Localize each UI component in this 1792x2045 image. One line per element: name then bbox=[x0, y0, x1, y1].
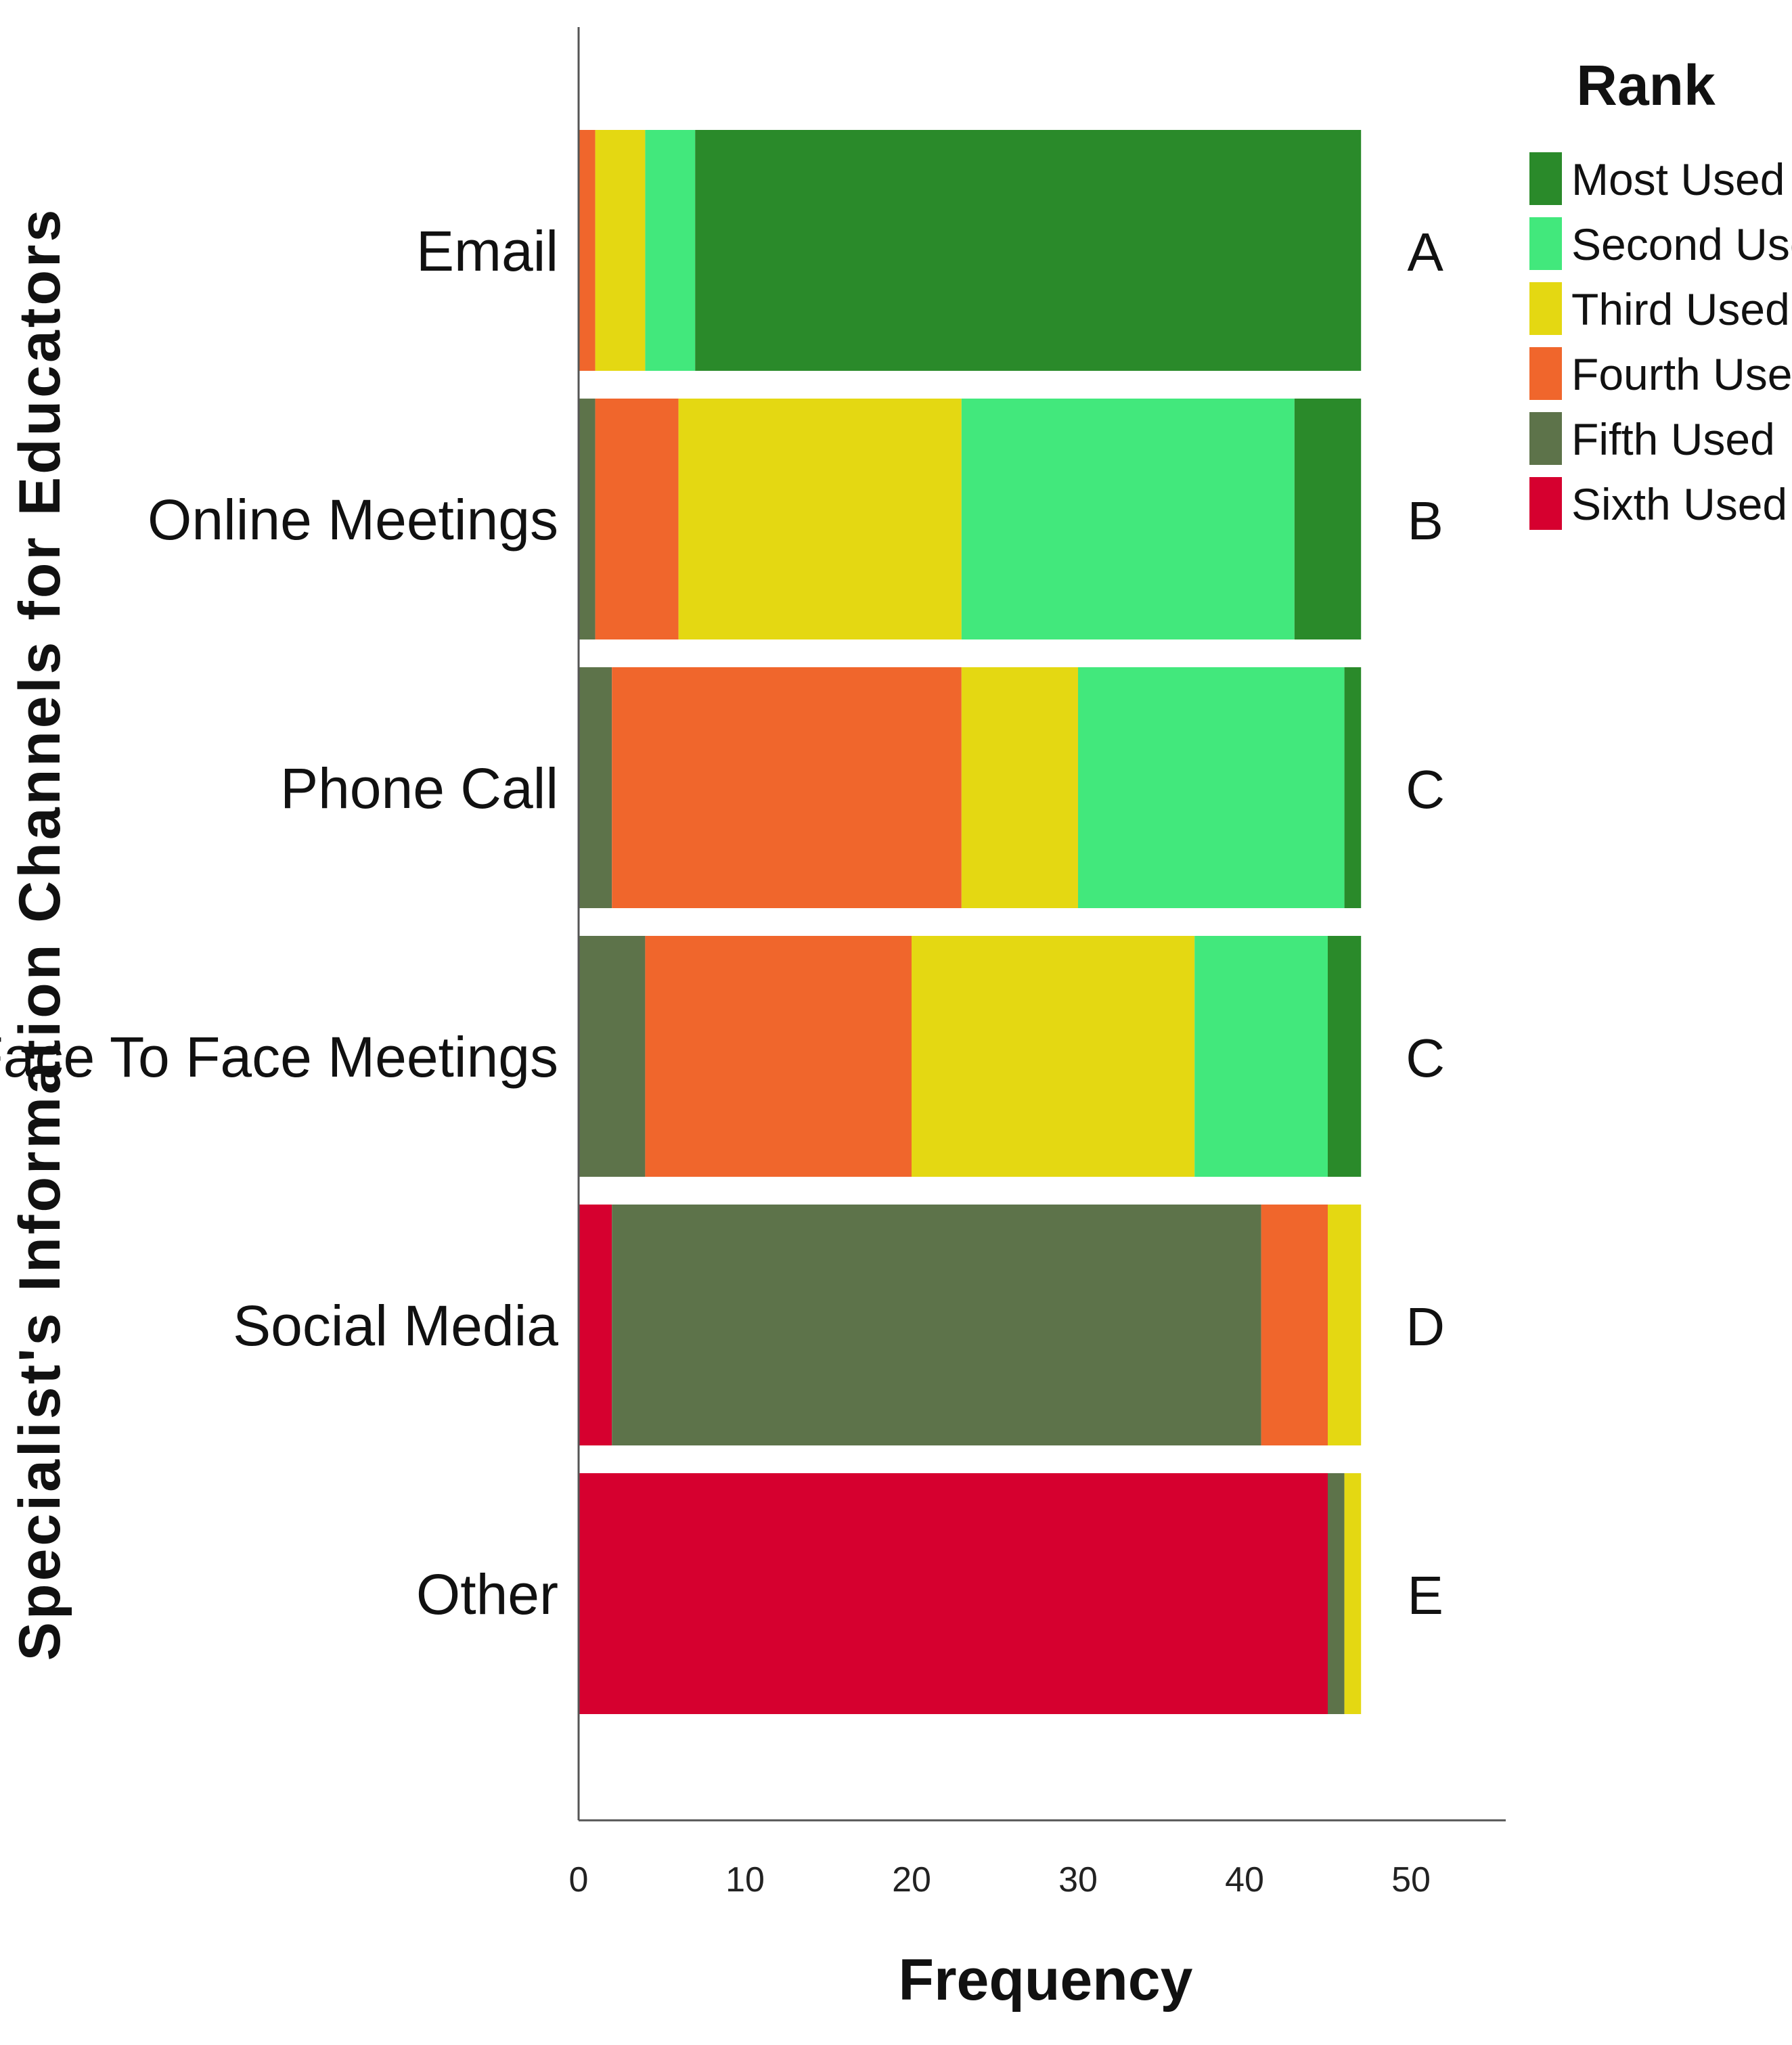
bar-segment-phone-call-fifth-used bbox=[579, 667, 612, 908]
group-letter-label: E bbox=[1408, 1565, 1443, 1625]
bar-segment-other-third-used bbox=[1344, 1473, 1362, 1714]
plot-area: Email A Online Meetings B Phone Call C Face To… bbox=[0, 27, 1506, 1900]
legend-swatch-most-used bbox=[1529, 152, 1562, 205]
category-label-other: Other bbox=[416, 1563, 558, 1626]
legend-label-fourth-used: Fourth Used bbox=[1571, 349, 1792, 399]
legend: Most Used Second Used Third Used Fourth Use… bbox=[1529, 152, 1792, 530]
bar-segment-social-media-sixth-used bbox=[579, 1205, 612, 1445]
category-label-face-to-face-meetings: Face To Face Meetings bbox=[0, 1025, 558, 1089]
legend-label-most-used: Most Used bbox=[1571, 154, 1785, 204]
bar-segment-face-to-face-meetings-third-used bbox=[912, 936, 1195, 1177]
legend-swatch-fifth-used bbox=[1529, 412, 1562, 465]
bar-segment-email-third-used bbox=[595, 130, 646, 371]
legend-swatch-third-used bbox=[1529, 282, 1562, 335]
bar-segment-phone-call-third-used bbox=[961, 667, 1078, 908]
category-label-email: Email bbox=[416, 219, 558, 283]
group-letter-label: D bbox=[1406, 1297, 1445, 1357]
bar-segment-social-media-third-used bbox=[1328, 1205, 1362, 1445]
legend-swatch-second-used bbox=[1529, 217, 1562, 270]
group-letter-label: A bbox=[1408, 222, 1444, 282]
bar-segment-email-fourth-used bbox=[579, 130, 596, 371]
x-tick-label: 20 bbox=[892, 1860, 931, 1900]
y-axis-title: Specialist's Information Channels for Ed… bbox=[7, 207, 72, 1661]
category-label-phone-call: Phone Call bbox=[280, 757, 558, 820]
bar-segment-online-meetings-fifth-used bbox=[579, 399, 596, 639]
bar-segment-email-second-used bbox=[645, 130, 696, 371]
legend-label-third-used: Third Used bbox=[1571, 284, 1790, 334]
legend-label-second-used: Second Used bbox=[1571, 219, 1792, 269]
category-label-online-meetings: Online Meetings bbox=[148, 488, 558, 552]
x-axis-title: Frequency bbox=[899, 1948, 1193, 2013]
bar-segment-online-meetings-second-used bbox=[961, 399, 1295, 639]
bar-segment-other-sixth-used bbox=[579, 1473, 1328, 1714]
bar-segment-face-to-face-meetings-second-used bbox=[1194, 936, 1328, 1177]
bar-segment-phone-call-fourth-used bbox=[612, 667, 962, 908]
x-tick-label: 0 bbox=[569, 1860, 589, 1900]
bar-segment-online-meetings-fourth-used bbox=[595, 399, 679, 639]
bar-segment-online-meetings-most-used bbox=[1294, 399, 1362, 639]
bar-segment-face-to-face-meetings-most-used bbox=[1328, 936, 1362, 1177]
bar-segment-face-to-face-meetings-fifth-used bbox=[579, 936, 646, 1177]
bar-segment-face-to-face-meetings-fourth-used bbox=[645, 936, 912, 1177]
bar-segment-email-most-used bbox=[695, 130, 1362, 371]
x-tick-label: 10 bbox=[725, 1860, 765, 1900]
bar-segment-online-meetings-third-used bbox=[678, 399, 962, 639]
group-letter-label: B bbox=[1408, 491, 1443, 551]
category-label-social-media: Social Media bbox=[233, 1294, 558, 1357]
legend-title: Rank bbox=[1576, 53, 1716, 117]
legend-label-fifth-used: Fifth Used bbox=[1571, 414, 1775, 464]
group-letter-label: C bbox=[1406, 1028, 1445, 1088]
bar-segment-social-media-fourth-used bbox=[1261, 1205, 1328, 1445]
legend-label-sixth-used: Sixth Used bbox=[1571, 479, 1787, 529]
bar-segment-social-media-fifth-used bbox=[612, 1205, 1261, 1445]
legend-swatch-sixth-used bbox=[1529, 477, 1562, 530]
bar-segment-phone-call-second-used bbox=[1078, 667, 1345, 908]
legend-swatch-fourth-used bbox=[1529, 347, 1562, 400]
x-tick-label: 30 bbox=[1058, 1860, 1098, 1900]
group-letter-label: C bbox=[1406, 759, 1445, 819]
bar-segment-other-fifth-used bbox=[1328, 1473, 1345, 1714]
x-tick-label: 40 bbox=[1225, 1860, 1264, 1900]
bar-segment-phone-call-most-used bbox=[1344, 667, 1362, 908]
x-tick-label: 50 bbox=[1391, 1860, 1431, 1900]
